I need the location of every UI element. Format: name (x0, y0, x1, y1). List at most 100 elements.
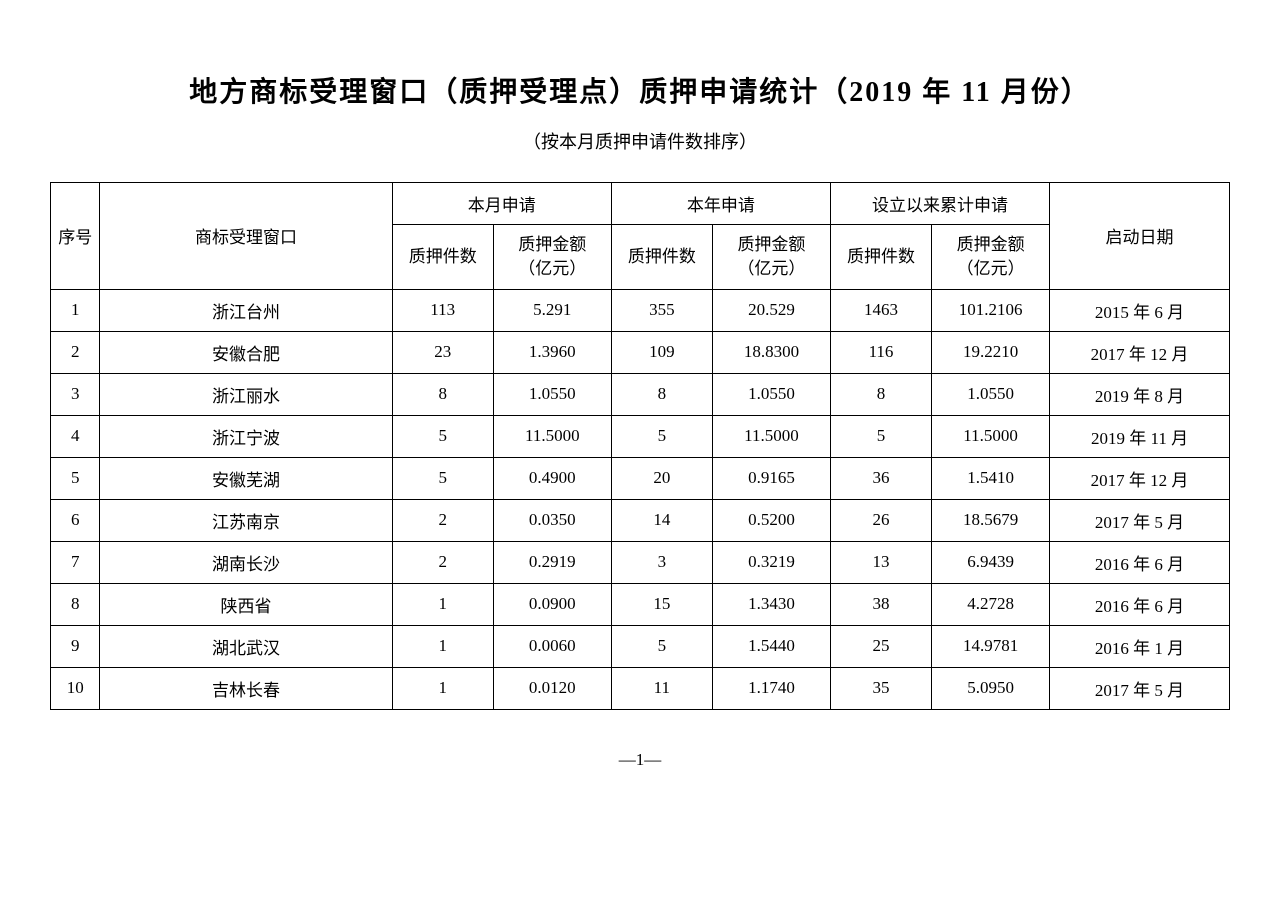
cell-window: 湖北武汉 (100, 625, 392, 667)
cell-t_amount: 5.0950 (932, 667, 1050, 709)
header-month-group: 本月申请 (392, 183, 611, 225)
header-seq: 序号 (51, 183, 100, 290)
cell-y_amount: 1.0550 (712, 373, 830, 415)
cell-m_count: 23 (392, 331, 493, 373)
header-start-date: 启动日期 (1050, 183, 1230, 290)
header-year-group: 本年申请 (611, 183, 830, 225)
cell-m_count: 1 (392, 583, 493, 625)
cell-t_amount: 4.2728 (932, 583, 1050, 625)
header-year-amount: 质押金额（亿元） (712, 225, 830, 290)
cell-m_amount: 5.291 (493, 289, 611, 331)
cell-m_amount: 1.3960 (493, 331, 611, 373)
cell-y_amount: 0.3219 (712, 541, 830, 583)
cell-seq: 4 (51, 415, 100, 457)
header-year-count: 质押件数 (611, 225, 712, 290)
cell-m_amount: 0.2919 (493, 541, 611, 583)
cell-t_amount: 11.5000 (932, 415, 1050, 457)
cell-date: 2016 年 1 月 (1050, 625, 1230, 667)
cell-window: 浙江丽水 (100, 373, 392, 415)
cell-y_count: 14 (611, 499, 712, 541)
cell-m_amount: 0.0060 (493, 625, 611, 667)
cell-t_count: 13 (830, 541, 931, 583)
cell-m_count: 2 (392, 499, 493, 541)
cell-t_count: 36 (830, 457, 931, 499)
table-row: 2安徽合肥231.396010918.830011619.22102017 年 … (51, 331, 1230, 373)
cell-y_amount: 20.529 (712, 289, 830, 331)
page-number: —1— (50, 750, 1230, 770)
cell-t_count: 116 (830, 331, 931, 373)
cell-m_count: 8 (392, 373, 493, 415)
header-total-amount: 质押金额（亿元） (932, 225, 1050, 290)
cell-y_count: 8 (611, 373, 712, 415)
cell-y_amount: 1.1740 (712, 667, 830, 709)
cell-seq: 6 (51, 499, 100, 541)
cell-seq: 5 (51, 457, 100, 499)
cell-date: 2016 年 6 月 (1050, 583, 1230, 625)
table-row: 1浙江台州1135.29135520.5291463101.21062015 年… (51, 289, 1230, 331)
cell-seq: 9 (51, 625, 100, 667)
cell-window: 陕西省 (100, 583, 392, 625)
table-row: 9湖北武汉10.006051.54402514.97812016 年 1 月 (51, 625, 1230, 667)
cell-date: 2016 年 6 月 (1050, 541, 1230, 583)
cell-m_amount: 0.4900 (493, 457, 611, 499)
cell-date: 2015 年 6 月 (1050, 289, 1230, 331)
cell-t_amount: 6.9439 (932, 541, 1050, 583)
cell-date: 2017 年 5 月 (1050, 499, 1230, 541)
cell-window: 湖南长沙 (100, 541, 392, 583)
page-title: 地方商标受理窗口（质押受理点）质押申请统计（2019 年 11 月份） (50, 70, 1230, 110)
cell-y_count: 11 (611, 667, 712, 709)
header-total-group: 设立以来累计申请 (830, 183, 1049, 225)
table-row: 8陕西省10.0900151.3430384.27282016 年 6 月 (51, 583, 1230, 625)
cell-m_amount: 0.0900 (493, 583, 611, 625)
cell-y_count: 3 (611, 541, 712, 583)
cell-seq: 2 (51, 331, 100, 373)
header-window: 商标受理窗口 (100, 183, 392, 290)
cell-m_count: 5 (392, 415, 493, 457)
header-month-amount: 质押金额（亿元） (493, 225, 611, 290)
cell-y_count: 5 (611, 415, 712, 457)
cell-t_amount: 101.2106 (932, 289, 1050, 331)
cell-y_amount: 1.5440 (712, 625, 830, 667)
cell-seq: 10 (51, 667, 100, 709)
cell-m_amount: 1.0550 (493, 373, 611, 415)
cell-y_amount: 0.5200 (712, 499, 830, 541)
cell-t_count: 26 (830, 499, 931, 541)
cell-y_count: 355 (611, 289, 712, 331)
cell-seq: 8 (51, 583, 100, 625)
cell-t_amount: 19.2210 (932, 331, 1050, 373)
cell-t_count: 38 (830, 583, 931, 625)
cell-date: 2019 年 8 月 (1050, 373, 1230, 415)
cell-m_amount: 11.5000 (493, 415, 611, 457)
table-row: 6江苏南京20.0350140.52002618.56792017 年 5 月 (51, 499, 1230, 541)
cell-t_count: 5 (830, 415, 931, 457)
page-subtitle: （按本月质押申请件数排序） (50, 128, 1230, 154)
cell-t_amount: 18.5679 (932, 499, 1050, 541)
cell-y_amount: 0.9165 (712, 457, 830, 499)
cell-t_amount: 1.5410 (932, 457, 1050, 499)
data-table: 序号 商标受理窗口 本月申请 本年申请 设立以来累计申请 启动日期 质押件数 质… (50, 182, 1230, 710)
cell-m_count: 113 (392, 289, 493, 331)
cell-m_amount: 0.0350 (493, 499, 611, 541)
cell-y_count: 109 (611, 331, 712, 373)
table-row: 7湖南长沙20.291930.3219136.94392016 年 6 月 (51, 541, 1230, 583)
cell-window: 安徽芜湖 (100, 457, 392, 499)
header-total-count: 质押件数 (830, 225, 931, 290)
cell-m_count: 1 (392, 625, 493, 667)
table-row: 5安徽芜湖50.4900200.9165361.54102017 年 12 月 (51, 457, 1230, 499)
table-row: 4浙江宁波511.5000511.5000511.50002019 年 11 月 (51, 415, 1230, 457)
cell-m_amount: 0.0120 (493, 667, 611, 709)
cell-t_count: 8 (830, 373, 931, 415)
cell-window: 安徽合肥 (100, 331, 392, 373)
cell-m_count: 1 (392, 667, 493, 709)
header-month-count: 质押件数 (392, 225, 493, 290)
cell-t_count: 25 (830, 625, 931, 667)
cell-t_count: 35 (830, 667, 931, 709)
cell-y_amount: 1.3430 (712, 583, 830, 625)
cell-y_count: 20 (611, 457, 712, 499)
cell-seq: 3 (51, 373, 100, 415)
cell-date: 2017 年 12 月 (1050, 331, 1230, 373)
cell-seq: 7 (51, 541, 100, 583)
cell-date: 2017 年 5 月 (1050, 667, 1230, 709)
cell-t_amount: 14.9781 (932, 625, 1050, 667)
cell-y_count: 5 (611, 625, 712, 667)
